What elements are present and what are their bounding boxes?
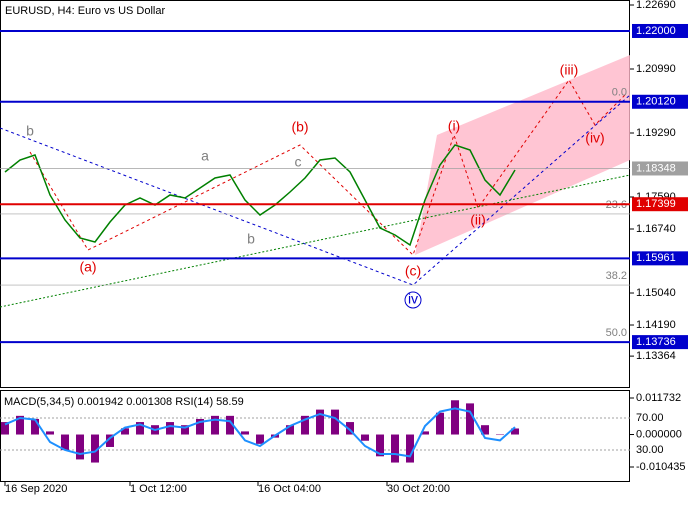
macd-bar [376,434,384,457]
y-tick-label: 1.14190 [636,319,676,331]
wave-label: (ii) [470,212,486,228]
x-tick-label: 16 Oct 04:00 [258,483,321,495]
x-tick-label: 30 Oct 20:00 [387,483,450,495]
y-tick-label: 0.000000 [636,428,682,440]
wave-label: a [201,148,209,164]
y-tick-label: 1.20990 [636,63,676,75]
y-tick-label: 1.15040 [636,287,676,299]
level-label: 1.15961 [636,252,676,264]
macd-bar [451,400,459,435]
macd-bar [181,425,189,435]
level-label: 1.18348 [636,162,676,174]
indicator-title: MACD(5,34,5) 0.001942 0.001308 RSI(14) 5… [4,396,244,408]
wave-label: (b) [291,119,308,135]
macd-bar [361,434,369,441]
x-tick-label: 1 Oct 12:00 [130,483,187,495]
wave-label: (i) [448,118,460,134]
macd-bar [346,422,354,435]
macd-bar [301,415,309,435]
wave-label: (iii) [560,62,579,78]
y-tick-label: 1.13364 [636,350,676,362]
y-tick-label: 0.011732 [636,392,681,404]
macd-bar [196,418,204,435]
macd-bar [61,434,69,451]
macd-bar [436,412,444,435]
macd-bar [256,434,264,444]
macd-bar [91,434,99,463]
wave-label: (a) [79,259,96,275]
wave-circle [404,291,422,309]
main-frame [0,0,630,388]
macd-bar [16,415,24,435]
x-tick-label: 16 Sep 2020 [5,483,67,495]
macd-bar [466,403,474,435]
macd-bar [481,425,489,435]
y-tick-label: 1.19290 [636,127,676,139]
y-tick-label: 70.00 [636,412,664,424]
level-label: 1.17399 [636,198,676,210]
macd-bar [316,409,324,435]
fib-label: 0.0 [612,87,627,99]
macd-bar [106,434,114,447]
macd-bar [496,434,504,436]
level-label: 1.13736 [636,336,676,348]
macd-bar [166,422,174,435]
macd-bar [136,422,144,435]
macd-bar [511,428,519,435]
wave-label: c [295,154,302,170]
macd-bar [1,422,9,435]
macd-bar [331,409,339,435]
indicator-frame [0,390,630,482]
macd-bar [391,434,399,463]
level-box [632,197,688,212]
wave-label: b [247,231,255,247]
macd-bar [76,434,84,460]
level-box [632,335,688,350]
trend-line [0,174,631,308]
wave-label: b [26,123,34,139]
level-box [632,251,688,266]
wave-line [29,79,626,256]
macd-bar [241,431,249,435]
macd-bar [406,434,414,463]
fib-label: 38.2 [606,270,627,282]
level-label: 1.22000 [636,25,676,37]
macd-bar [121,428,129,435]
level-box [632,23,688,38]
macd-bar [226,415,234,435]
wave-label: (iv) [585,130,604,146]
level-box [632,161,688,176]
wave-label: iv [408,291,418,307]
macd-bar [211,415,219,435]
fib-label: 50.0 [606,327,627,339]
macd-bar [46,431,54,435]
macd-bar [286,425,294,435]
wave-label: (c) [405,263,421,279]
y-tick-label: 30.00 [636,444,664,456]
price-line [4,144,516,247]
macd-bar [31,418,39,435]
y-tick-label: 1.16740 [636,223,676,235]
y-tick-label: -0.010435 [636,461,686,473]
chart-title: EURUSD, H4: Euro vs US Dollar [5,5,165,17]
level-label: 1.20120 [636,96,676,108]
macd-bar [421,431,429,435]
y-tick-label: 1.22690 [636,0,676,11]
level-box [632,94,688,109]
rsi-line [4,407,516,458]
